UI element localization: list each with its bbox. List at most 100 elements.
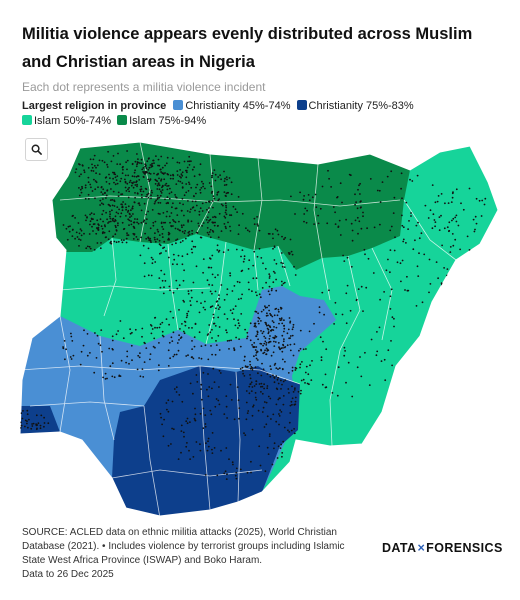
- incident-dot: [107, 150, 109, 153]
- incident-dot: [111, 339, 114, 342]
- incident-dot: [176, 161, 179, 164]
- incident-dot: [26, 420, 28, 423]
- incident-dot: [75, 168, 78, 170]
- incident-dot: [280, 347, 283, 350]
- incident-dot: [391, 316, 394, 319]
- incident-dot: [247, 281, 250, 284]
- incident-dot: [167, 365, 170, 367]
- incident-dot: [191, 340, 193, 342]
- incident-dot: [119, 180, 122, 183]
- incident-dot: [167, 399, 170, 402]
- incident-dot: [214, 290, 217, 293]
- incident-dot: [160, 155, 163, 158]
- incident-dot: [161, 236, 164, 238]
- incident-dot: [466, 235, 469, 238]
- incident-dot: [165, 318, 168, 320]
- incident-dot: [181, 400, 184, 403]
- incident-dot: [302, 198, 305, 201]
- incident-dot: [284, 346, 287, 348]
- incident-dot: [292, 326, 295, 328]
- incident-dot: [287, 328, 290, 331]
- incident-dot: [122, 168, 124, 171]
- incident-dot: [454, 216, 457, 219]
- incident-dot: [244, 434, 247, 436]
- incident-dot: [207, 358, 210, 361]
- incident-dot: [26, 413, 29, 416]
- incident-dot: [164, 221, 167, 224]
- incident-dot: [385, 269, 388, 272]
- incident-dot: [230, 193, 233, 196]
- incident-dot: [137, 158, 139, 160]
- incident-dot: [158, 188, 161, 191]
- incident-dot: [149, 358, 151, 361]
- incident-dot: [244, 328, 247, 331]
- incident-dot: [217, 308, 220, 310]
- incident-dot: [236, 211, 239, 213]
- incident-dot: [136, 185, 138, 188]
- incident-dot: [163, 178, 166, 181]
- incident-dot: [114, 224, 117, 227]
- incident-dot: [179, 337, 182, 339]
- incident-dot: [299, 392, 302, 395]
- incident-dot: [172, 316, 175, 319]
- incident-dot: [342, 254, 344, 257]
- incident-dot: [117, 222, 119, 225]
- incident-dot: [175, 207, 178, 210]
- incident-dot: [211, 448, 213, 451]
- incident-dot: [193, 175, 196, 178]
- incident-dot: [224, 194, 227, 197]
- incident-dot: [364, 253, 366, 256]
- nigeria-map[interactable]: [0, 140, 520, 520]
- incident-dot: [289, 321, 291, 324]
- incident-dot: [158, 239, 161, 242]
- incident-dot: [251, 369, 254, 371]
- incident-dot: [156, 194, 159, 197]
- incident-dot: [66, 238, 69, 241]
- incident-dot: [179, 202, 181, 204]
- incident-dot: [225, 447, 228, 449]
- incident-dot: [96, 242, 99, 244]
- incident-dot: [206, 388, 208, 391]
- incident-dot: [125, 241, 128, 244]
- incident-dot: [278, 322, 280, 325]
- incident-dot: [402, 238, 405, 241]
- incident-dot: [190, 160, 192, 163]
- incident-dot: [369, 178, 372, 180]
- incident-dot: [400, 172, 403, 175]
- incident-dot: [273, 381, 276, 384]
- incident-dot: [142, 190, 145, 193]
- incident-dot: [273, 326, 275, 328]
- incident-dot: [211, 254, 214, 257]
- incident-dot: [83, 232, 85, 235]
- incident-dot: [271, 287, 273, 290]
- incident-dot: [165, 250, 167, 252]
- incident-dot: [390, 225, 393, 228]
- incident-dot: [155, 155, 157, 157]
- incident-dot: [14, 414, 16, 416]
- incident-dot: [127, 209, 130, 212]
- incident-dot: [160, 192, 163, 194]
- incident-dot: [113, 240, 116, 243]
- incident-dot: [183, 232, 186, 235]
- incident-dot: [149, 227, 152, 230]
- incident-dot: [223, 472, 226, 475]
- incident-dot: [480, 215, 483, 217]
- incident-dot: [186, 210, 189, 212]
- incident-dot: [193, 166, 196, 168]
- incident-dot: [256, 255, 259, 258]
- search-button[interactable]: [25, 138, 48, 161]
- incident-dot: [136, 153, 138, 155]
- incident-dot: [428, 291, 430, 294]
- incident-dot: [154, 261, 157, 263]
- incident-dot: [63, 340, 66, 342]
- incident-dot: [373, 226, 376, 229]
- incident-dot: [307, 194, 310, 196]
- incident-dot: [238, 224, 241, 227]
- incident-dot: [176, 170, 179, 172]
- incident-dot: [276, 378, 279, 381]
- incident-dot: [277, 368, 279, 370]
- incident-dot: [299, 363, 302, 366]
- incident-dot: [135, 175, 138, 178]
- incident-dot: [20, 427, 22, 429]
- incident-dot: [78, 175, 81, 178]
